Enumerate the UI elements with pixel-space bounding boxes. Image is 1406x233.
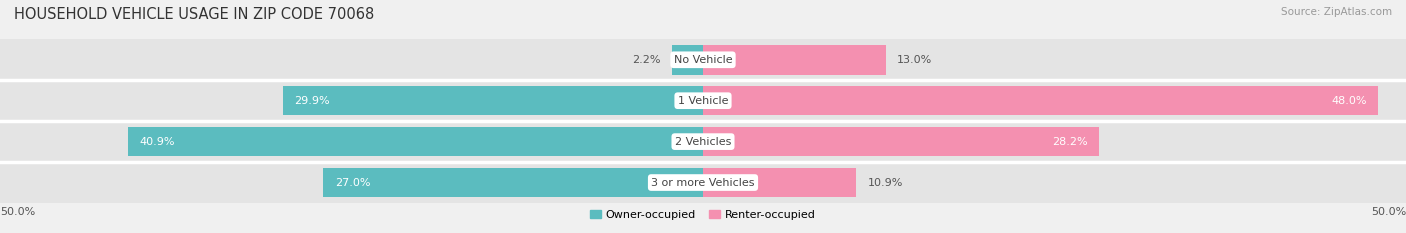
Text: HOUSEHOLD VEHICLE USAGE IN ZIP CODE 70068: HOUSEHOLD VEHICLE USAGE IN ZIP CODE 7006… [14,7,374,22]
Bar [323,168,703,197]
Text: Source: ZipAtlas.com: Source: ZipAtlas.com [1281,7,1392,17]
Text: 1 Vehicle: 1 Vehicle [678,96,728,106]
Bar [0,39,1406,80]
Bar [703,86,1378,115]
Text: 48.0%: 48.0% [1331,96,1367,106]
Text: No Vehicle: No Vehicle [673,55,733,65]
Text: 13.0%: 13.0% [897,55,932,65]
Bar [0,162,1406,203]
Bar [0,121,1406,162]
Text: 3 or more Vehicles: 3 or more Vehicles [651,178,755,188]
Legend: Owner-occupied, Renter-occupied: Owner-occupied, Renter-occupied [586,205,820,224]
Text: 50.0%: 50.0% [1371,207,1406,217]
Bar [0,80,1406,121]
Text: 50.0%: 50.0% [0,207,35,217]
Text: 28.2%: 28.2% [1053,137,1088,147]
Bar [703,127,1099,156]
Text: 27.0%: 27.0% [335,178,370,188]
Text: 10.9%: 10.9% [868,178,903,188]
Text: 40.9%: 40.9% [139,137,174,147]
Text: 2 Vehicles: 2 Vehicles [675,137,731,147]
Bar [703,45,886,75]
Bar [672,45,703,75]
Bar [703,168,856,197]
Bar [283,86,703,115]
Text: 2.2%: 2.2% [633,55,661,65]
Bar [128,127,703,156]
Text: 29.9%: 29.9% [294,96,329,106]
